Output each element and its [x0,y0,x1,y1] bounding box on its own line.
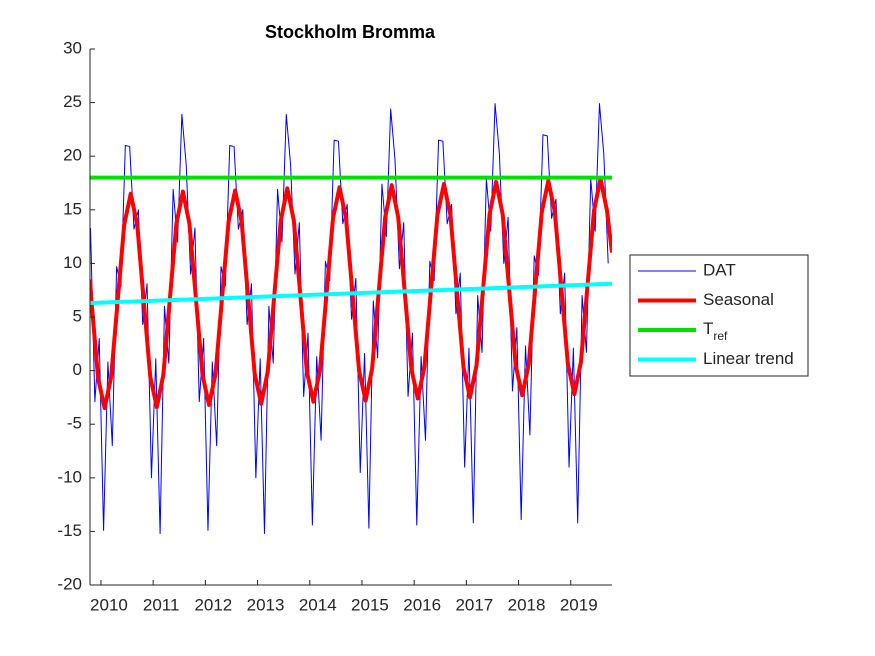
x-tick-label: 2011 [143,595,180,614]
y-tick-label: 15 [63,199,82,218]
y-tick-label: 10 [63,253,82,272]
y-tick-label: -5 [67,414,82,433]
series-line [90,281,612,306]
y-tick-label: 25 [63,92,82,111]
y-tick-label: -10 [57,467,82,486]
y-tick-label: 30 [63,38,82,57]
x-tick-label: 2016 [403,595,441,614]
x-tick-label: 2012 [194,595,232,614]
y-tick-label: 20 [63,146,82,165]
x-tick-label: 2015 [351,595,389,614]
legend-label: Seasonal [703,290,774,309]
y-tick-label: -15 [57,521,82,540]
y-tick-label: 0 [73,360,82,379]
y-tick-label: 5 [73,306,82,325]
chart-title: Stockholm Bromma [265,22,436,42]
x-tick-label: 2014 [299,595,337,614]
legend-label: Linear trend [703,349,794,368]
x-tick-label: 2018 [508,595,546,614]
y-tick-label: -20 [57,574,82,593]
x-tick-label: 2013 [247,595,285,614]
x-tick-label: 2010 [90,595,128,614]
legend-box [629,254,809,377]
x-tick-label: 2017 [455,595,493,614]
legend-label: DAT [703,260,736,279]
x-tick-label: 2019 [560,595,598,614]
legend-label: Tref [703,319,728,343]
series-line [90,176,612,411]
